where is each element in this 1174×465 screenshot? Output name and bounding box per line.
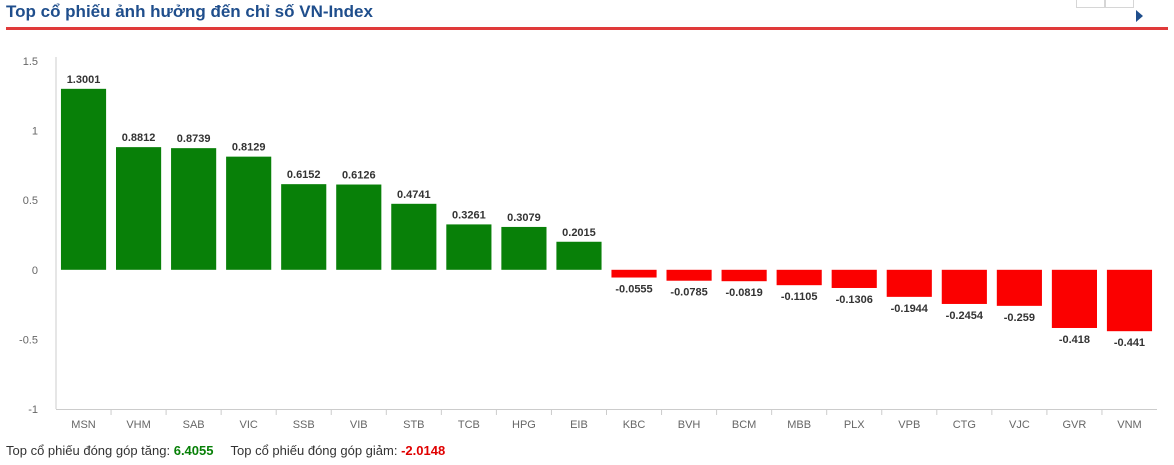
bar-vpb[interactable] [886,269,932,297]
bar-ctg[interactable] [941,269,987,304]
increase-value: 6.4055 [173,443,214,458]
chart-title: Top cổ phiếu ảnh hưởng đến chỉ số VN-Ind… [6,2,373,21]
x-tick-label: BCM [732,419,756,431]
x-tick-label: STB [403,419,424,431]
header-button-left[interactable] [1076,0,1105,8]
data-label: 0.2015 [562,227,596,239]
header-button-right[interactable] [1105,0,1134,8]
data-label: -0.418 [1059,334,1090,346]
x-tick-label: VHM [126,419,150,431]
bar-kbc[interactable] [611,269,657,278]
x-tick-label: MBB [787,419,811,431]
footer-summary: Top cổ phiếu đóng góp tăng: 6.4055 Top c… [6,443,445,458]
x-tick-label: CTG [953,419,976,431]
data-label: 0.6126 [342,170,376,182]
bar-vjc[interactable] [996,269,1042,306]
bar-vnm[interactable] [1106,269,1153,332]
y-tick-label: 0 [32,265,38,277]
increase-label: Top cổ phiếu đóng góp tăng: [6,443,171,458]
data-label: 0.3079 [507,212,541,224]
bar-bvh[interactable] [666,269,712,281]
header-divider [6,27,1168,30]
bar-msn[interactable] [60,88,107,270]
bar-sab[interactable] [171,148,217,270]
x-tick-label: SSB [293,419,315,431]
y-tick-label: -1 [28,404,38,416]
bar-vhm[interactable] [116,147,162,270]
x-tick-label: BVH [678,419,701,431]
x-tick-label: TCB [458,419,480,431]
bar-tcb[interactable] [446,224,492,270]
y-tick-label: 1.5 [23,56,38,68]
data-label: -0.2454 [946,310,984,322]
decrease-value: -2.0148 [401,443,446,458]
data-label: -0.441 [1114,337,1145,349]
x-tick-label: VNM [1117,419,1141,431]
bar-gvr[interactable] [1051,269,1097,328]
bar-eib[interactable] [556,241,602,270]
data-label: 0.8812 [122,132,156,144]
x-tick-label: MSN [71,419,96,431]
bar-mbb[interactable] [776,269,822,286]
data-label: 0.3261 [452,209,486,221]
data-label: -0.1105 [781,291,818,303]
bar-vib[interactable] [336,184,382,270]
x-tick-label: PLX [844,419,865,431]
x-tick-label: VIB [350,419,368,431]
decrease-label: Top cổ phiếu đóng góp giảm: [230,443,398,458]
data-label: 0.6152 [287,169,321,181]
data-label: -0.1944 [891,303,929,315]
data-label: -0.0555 [615,284,652,296]
x-tick-label: EIB [570,419,588,431]
y-tick-label: 1 [32,126,38,138]
x-tick-label: VPB [898,419,920,431]
bar-plx[interactable] [831,269,877,288]
x-tick-label: KBC [623,419,646,431]
bar-chart: 1.5 1 0.5 0 -0.5 -1 1.3001 0.8812 0.8739 0.8129 0… [19,56,1157,431]
data-label: -0.1306 [836,294,873,306]
bar-hpg[interactable] [501,226,547,270]
bar-stb[interactable] [391,203,437,270]
x-tick-label: GVR [1063,419,1087,431]
data-label: -0.0819 [725,287,762,299]
x-tick-label: VIC [240,419,258,431]
bar-bcm[interactable] [721,269,767,282]
x-tick-label: SAB [183,419,205,431]
data-label: -0.259 [1004,312,1035,324]
y-tick-label: -0.5 [19,334,38,346]
bar-vic[interactable] [226,156,272,270]
y-tick-label: 0.5 [23,195,38,207]
next-arrow-icon[interactable] [1136,10,1143,22]
data-label: 0.4741 [397,189,431,201]
data-label: 0.8739 [177,133,211,145]
data-label: 0.8129 [232,142,266,154]
x-tick-label: HPG [512,419,536,431]
x-tick-label: VJC [1009,419,1030,431]
data-label: -0.0785 [670,287,707,299]
bar-ssb[interactable] [281,184,327,270]
data-label: 1.3001 [67,74,101,86]
